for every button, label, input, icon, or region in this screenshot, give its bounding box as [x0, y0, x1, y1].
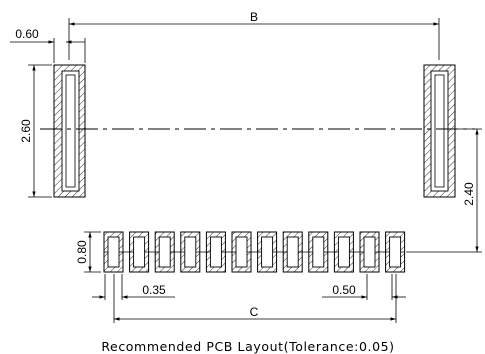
dimension-anchor-height: 2.60: [19, 64, 52, 198]
signal-pad: [231, 231, 252, 273]
signal-pad: [333, 231, 354, 273]
signal-pad: [103, 231, 124, 273]
signal-pad: [282, 231, 303, 273]
right-anchor-pad: [423, 64, 456, 198]
dimension-c: C: [113, 274, 397, 323]
dimension-pitch: 0.50: [322, 274, 406, 300]
dimension-pad-height: 0.80: [75, 231, 101, 273]
dimension-pad-height-label: 0.80: [75, 240, 89, 264]
dimension-pitch-label: 0.50: [332, 283, 356, 297]
dimension-anchor-offset: 2.40: [406, 128, 482, 253]
dimension-b: B: [68, 10, 440, 60]
signal-pad: [385, 231, 406, 273]
dimension-pad-width-label: 0.35: [142, 283, 166, 297]
signal-pad: [129, 231, 150, 273]
dimension-anchor-width-label: 0.60: [15, 27, 39, 41]
dimension-c-label: C: [250, 305, 259, 319]
dimension-pad-width: 0.35: [92, 274, 175, 300]
signal-pad-row: [103, 231, 406, 273]
signal-pad: [180, 231, 201, 273]
dimension-anchor-height-label: 2.60: [19, 119, 33, 143]
dimension-anchor-width: 0.60: [10, 27, 86, 63]
signal-pad: [308, 231, 329, 273]
signal-pad: [205, 231, 226, 273]
left-anchor-pad: [53, 64, 86, 198]
signal-pad: [257, 231, 278, 273]
signal-pad: [359, 231, 380, 273]
dimension-anchor-offset-label: 2.40: [462, 182, 476, 206]
dimension-b-label: B: [250, 10, 258, 24]
drawing-caption: Recommended PCB Layout(Tolerance:0.05): [101, 339, 394, 354]
signal-pad: [154, 231, 175, 273]
